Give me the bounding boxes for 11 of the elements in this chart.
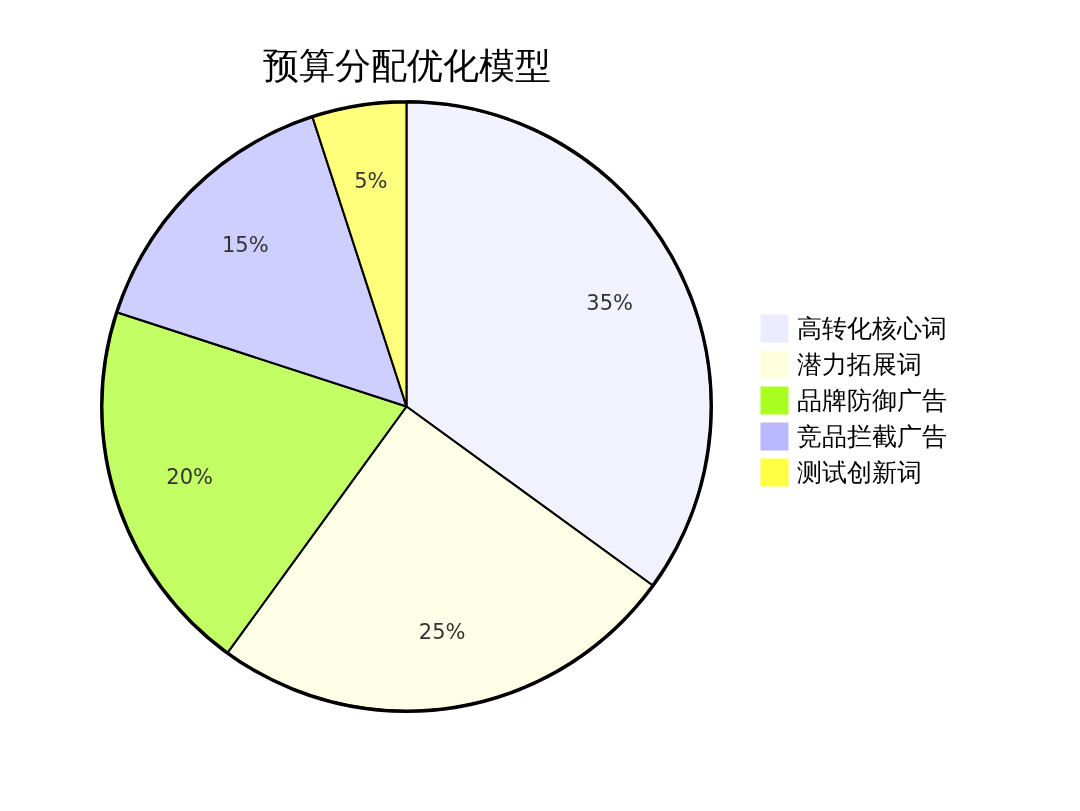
data-label: 25% [418, 619, 466, 644]
data-label: 15% [221, 233, 269, 258]
data-label: 35% [586, 290, 633, 315]
legend-label: 潜力拓展词 [796, 350, 922, 379]
legend-label: 竞品拦截广告 [796, 422, 947, 451]
legend-label: 测试创新词 [796, 458, 922, 487]
data-label: 20% [166, 464, 214, 489]
legend-label: 品牌防御广告 [796, 386, 947, 415]
chart-title: 预算分配优化模型 [262, 45, 551, 86]
legend-label: 高转化核心词 [796, 314, 947, 343]
data-label: 5% [354, 169, 388, 194]
